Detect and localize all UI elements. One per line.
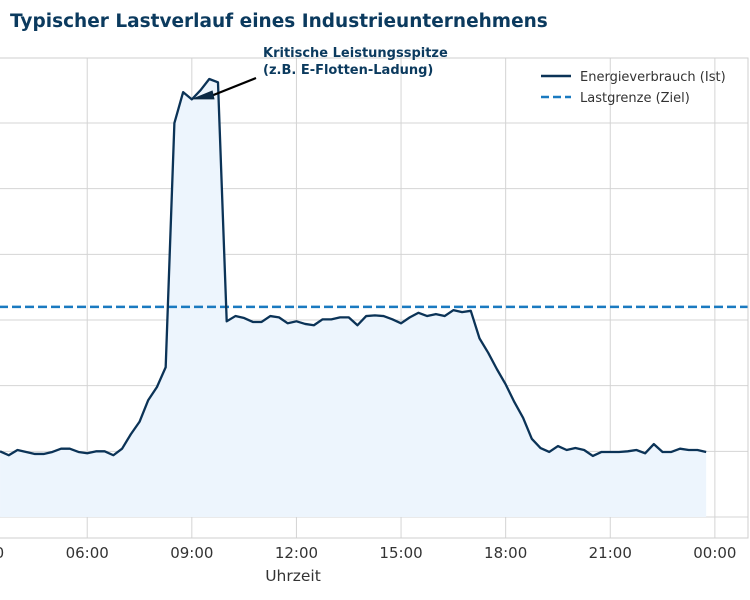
x-tick-label: 06:00	[66, 544, 109, 562]
x-tick-label: 21:00	[589, 544, 632, 562]
legend-label-limit: Lastgrenze (Ziel)	[580, 91, 690, 106]
x-tick-label: 03:00	[0, 544, 4, 562]
x-tick-label: 15:00	[379, 544, 422, 562]
chart-title: Typischer Lastverlauf eines Industrieunt…	[10, 11, 548, 32]
x-tick-labels: 03:00 06:00 09:00 12:00 15:00 18:00 21:00 00:00	[0, 544, 736, 562]
consumption-area-fill	[0, 79, 707, 517]
x-tick-label: 18:00	[484, 544, 527, 562]
plot-frame	[0, 57, 749, 539]
annotation: Kritische Leistungsspitze (z.B. E-Flotte…	[190, 46, 448, 100]
x-tick-label: 09:00	[170, 544, 213, 562]
annotation-arrow	[212, 76, 257, 97]
x-tick-label: 12:00	[275, 544, 318, 562]
legend: Energieverbrauch (Ist) Lastgrenze (Ziel)	[541, 70, 726, 106]
consumption-line	[0, 77, 707, 458]
annotation-text-line-2: (z.B. E-Flotten-Ladung)	[263, 63, 433, 78]
legend-label-consumption: Energieverbrauch (Ist)	[580, 70, 726, 85]
x-tick-label: 00:00	[693, 544, 736, 562]
x-axis-label: Uhrzeit	[265, 567, 321, 585]
annotation-text-line-1: Kritische Leistungsspitze	[263, 46, 448, 61]
annotation-arrowhead	[190, 90, 215, 100]
